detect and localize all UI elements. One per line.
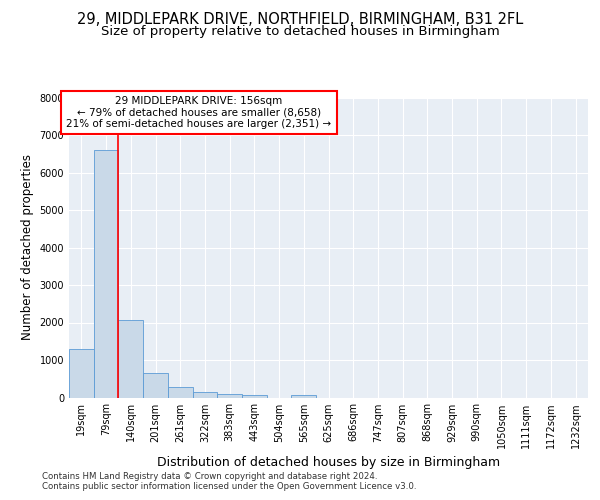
Bar — [143, 373, 168, 398]
Bar — [193, 392, 217, 398]
X-axis label: Distribution of detached houses by size in Birmingham: Distribution of detached houses by size … — [157, 456, 500, 469]
Text: Size of property relative to detached houses in Birmingham: Size of property relative to detached ho… — [101, 25, 499, 38]
Bar — [118, 320, 143, 398]
Bar — [217, 394, 242, 398]
Text: Contains HM Land Registry data © Crown copyright and database right 2024.: Contains HM Land Registry data © Crown c… — [42, 472, 377, 481]
Bar — [168, 386, 193, 398]
Text: Contains public sector information licensed under the Open Government Licence v3: Contains public sector information licen… — [42, 482, 416, 491]
Bar — [69, 349, 94, 398]
Bar — [242, 396, 267, 398]
Text: 29 MIDDLEPARK DRIVE: 156sqm
← 79% of detached houses are smaller (8,658)
21% of : 29 MIDDLEPARK DRIVE: 156sqm ← 79% of det… — [66, 96, 331, 129]
Bar — [292, 395, 316, 398]
Y-axis label: Number of detached properties: Number of detached properties — [21, 154, 34, 340]
Bar — [94, 150, 118, 398]
Text: 29, MIDDLEPARK DRIVE, NORTHFIELD, BIRMINGHAM, B31 2FL: 29, MIDDLEPARK DRIVE, NORTHFIELD, BIRMIN… — [77, 12, 523, 28]
